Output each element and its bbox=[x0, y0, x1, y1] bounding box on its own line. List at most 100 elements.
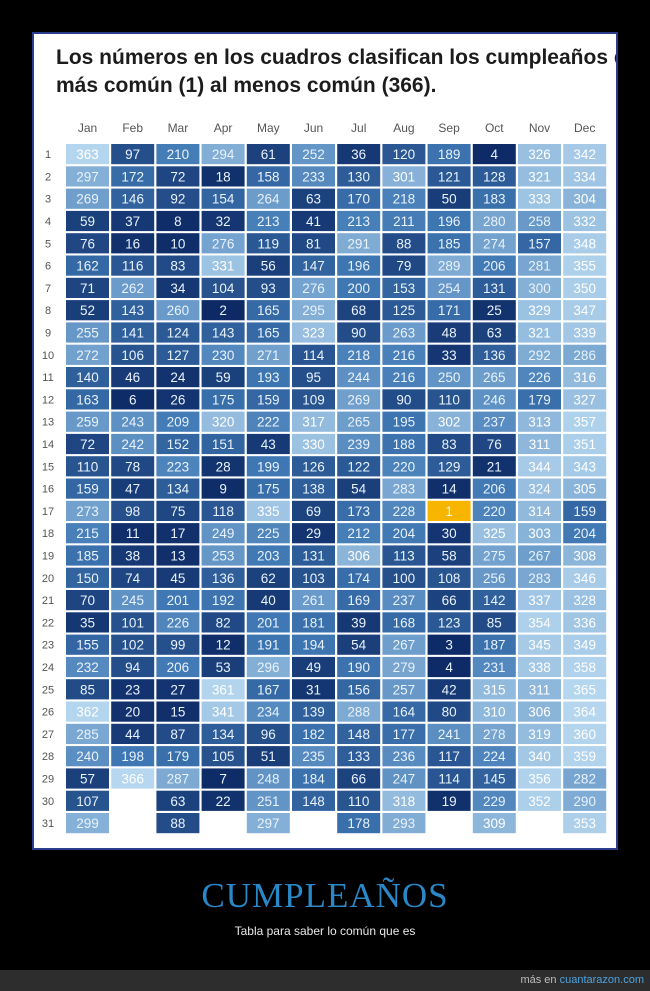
heatmap-cell bbox=[246, 188, 290, 209]
heatmap-cell bbox=[382, 790, 426, 811]
heatmap-cell bbox=[292, 277, 335, 298]
heatmap-cell bbox=[427, 389, 471, 410]
heatmap-cell bbox=[111, 255, 155, 276]
cell-value: 156 bbox=[347, 682, 370, 697]
cell-value: 148 bbox=[302, 794, 325, 809]
cell-value: 127 bbox=[167, 348, 190, 363]
heatmap-cell bbox=[382, 612, 426, 633]
heatmap-cell bbox=[66, 634, 109, 655]
heatmap-cell bbox=[382, 746, 426, 767]
cell-value: 28 bbox=[216, 459, 231, 474]
heatmap-cell bbox=[292, 768, 335, 789]
cell-value: 69 bbox=[306, 504, 321, 519]
cell-value: 63 bbox=[306, 192, 321, 207]
heatmap-cell bbox=[156, 701, 200, 722]
cell-value: 252 bbox=[302, 147, 325, 162]
cell-value: 211 bbox=[393, 214, 415, 229]
cell-value: 321 bbox=[528, 169, 551, 184]
heatmap-cell bbox=[518, 411, 561, 432]
cell-value: 75 bbox=[170, 504, 185, 519]
heatmap-cell bbox=[201, 567, 245, 588]
cell-value: 54 bbox=[351, 482, 367, 497]
cell-value: 173 bbox=[347, 504, 370, 519]
cell-value: 243 bbox=[121, 415, 144, 430]
cell-value: 37 bbox=[125, 214, 140, 229]
heatmap-cell bbox=[246, 367, 290, 388]
cell-value: 108 bbox=[438, 571, 461, 586]
cell-value: 262 bbox=[121, 281, 144, 296]
heatmap-cell bbox=[201, 233, 245, 254]
cell-value: 183 bbox=[483, 192, 506, 207]
cell-value: 45 bbox=[170, 571, 185, 586]
heatmap-cell bbox=[472, 679, 516, 700]
day-label: 10 bbox=[42, 350, 54, 362]
cell-value: 72 bbox=[80, 437, 95, 452]
day-label: 15 bbox=[42, 461, 54, 473]
cell-value: 116 bbox=[122, 259, 144, 274]
heatmap-cell bbox=[156, 679, 200, 700]
day-label: 25 bbox=[42, 684, 54, 696]
month-label: May bbox=[257, 121, 280, 135]
heatmap-cell bbox=[563, 210, 607, 232]
cell-value: 66 bbox=[442, 593, 457, 608]
heatmap-cell bbox=[337, 723, 381, 744]
cell-value: 117 bbox=[438, 749, 460, 764]
cell-value: 99 bbox=[170, 638, 185, 653]
day-label: 16 bbox=[42, 484, 54, 496]
heatmap-cell bbox=[246, 166, 290, 187]
cell-value: 162 bbox=[76, 259, 99, 274]
heatmap-cell bbox=[246, 389, 290, 410]
heatmap-cell bbox=[201, 433, 245, 455]
cell-value: 259 bbox=[76, 415, 99, 430]
cell-value: 239 bbox=[347, 437, 370, 452]
heatmap-cell bbox=[427, 679, 471, 700]
cell-value: 29 bbox=[306, 526, 321, 541]
heatmap-cell bbox=[472, 612, 516, 633]
cell-value: 23 bbox=[125, 682, 140, 697]
heatmap-cell bbox=[382, 166, 426, 187]
cell-value: 81 bbox=[306, 236, 321, 251]
heatmap-cell bbox=[111, 723, 155, 744]
cell-value: 157 bbox=[528, 236, 551, 251]
cell-value: 275 bbox=[483, 549, 506, 564]
cell-value: 188 bbox=[393, 437, 416, 452]
heatmap-cell bbox=[246, 768, 290, 789]
day-label: 9 bbox=[45, 328, 51, 340]
cell-value: 113 bbox=[393, 549, 415, 564]
cell-value: 118 bbox=[212, 504, 234, 519]
cell-value: 125 bbox=[393, 303, 416, 318]
cell-value: 68 bbox=[351, 303, 366, 318]
heatmap-cell bbox=[382, 656, 426, 678]
cell-value: 146 bbox=[121, 192, 144, 207]
heatmap-cell bbox=[518, 144, 561, 165]
cell-value: 310 bbox=[483, 705, 506, 720]
footer-link[interactable]: cuantarazon.com bbox=[559, 974, 644, 986]
cell-value: 321 bbox=[528, 326, 551, 341]
heatmap-cell bbox=[337, 411, 381, 432]
heatmap-card: Los números en los cuadros clasifican lo… bbox=[32, 32, 618, 850]
heatmap-cell bbox=[427, 723, 471, 744]
heatmap-cell bbox=[66, 478, 109, 499]
cell-value: 287 bbox=[167, 772, 190, 787]
cell-value: 209 bbox=[167, 415, 190, 430]
cell-value: 201 bbox=[257, 615, 280, 630]
cell-value: 53 bbox=[216, 660, 231, 675]
heatmap-cell bbox=[156, 545, 200, 566]
heatmap-cell bbox=[111, 277, 155, 298]
cell-value: 282 bbox=[573, 772, 596, 787]
heatmap-cell bbox=[111, 768, 155, 789]
heatmap-cell bbox=[201, 723, 245, 744]
cell-value: 297 bbox=[257, 816, 280, 831]
cell-value: 61 bbox=[261, 147, 276, 162]
heatmap-cell bbox=[292, 478, 335, 499]
cell-value: 260 bbox=[167, 303, 190, 318]
heatmap-cell bbox=[427, 188, 471, 209]
heatmap-cell bbox=[201, 500, 245, 521]
cell-value: 311 bbox=[529, 682, 551, 697]
cell-value: 21 bbox=[487, 459, 502, 474]
heatmap-cell bbox=[156, 277, 200, 298]
heatmap-cell bbox=[337, 255, 381, 276]
cell-value: 114 bbox=[303, 348, 325, 363]
heatmap-cell bbox=[427, 500, 471, 521]
heatmap-cell bbox=[66, 233, 109, 254]
